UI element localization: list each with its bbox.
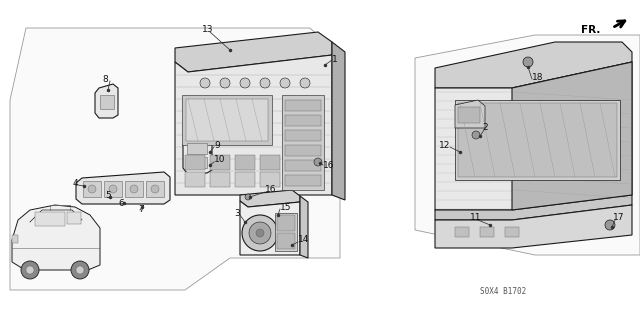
Circle shape bbox=[240, 78, 250, 88]
Circle shape bbox=[280, 78, 290, 88]
Circle shape bbox=[256, 229, 264, 237]
Bar bbox=[260, 172, 280, 187]
Polygon shape bbox=[415, 35, 640, 255]
Bar bbox=[282, 95, 324, 190]
Text: 16: 16 bbox=[323, 161, 335, 170]
Bar bbox=[455, 100, 620, 180]
Text: 11: 11 bbox=[470, 213, 481, 222]
Text: 3: 3 bbox=[234, 209, 240, 218]
Circle shape bbox=[200, 78, 210, 88]
Bar bbox=[35, 212, 65, 226]
Text: FR.: FR. bbox=[580, 25, 600, 35]
Text: 8: 8 bbox=[102, 75, 108, 84]
Circle shape bbox=[220, 78, 230, 88]
Polygon shape bbox=[435, 205, 632, 248]
Bar bbox=[83, 181, 101, 197]
Bar bbox=[480, 227, 494, 237]
Bar bbox=[210, 155, 230, 170]
Circle shape bbox=[21, 261, 39, 279]
Text: 18: 18 bbox=[532, 73, 543, 82]
Text: 9: 9 bbox=[214, 140, 220, 149]
Text: 1: 1 bbox=[332, 55, 338, 65]
Polygon shape bbox=[10, 28, 340, 290]
Text: 7: 7 bbox=[138, 205, 144, 214]
Text: 13: 13 bbox=[202, 26, 214, 35]
Polygon shape bbox=[435, 42, 632, 88]
Polygon shape bbox=[240, 190, 300, 207]
Circle shape bbox=[605, 220, 615, 230]
Polygon shape bbox=[76, 172, 170, 204]
Bar bbox=[275, 213, 297, 251]
Bar bbox=[235, 155, 255, 170]
Bar bbox=[187, 157, 207, 168]
Bar bbox=[12, 235, 18, 243]
Bar bbox=[285, 175, 321, 186]
Polygon shape bbox=[95, 84, 118, 118]
Circle shape bbox=[26, 266, 34, 274]
Polygon shape bbox=[175, 32, 332, 72]
Bar bbox=[210, 172, 230, 187]
Bar bbox=[104, 181, 122, 197]
Polygon shape bbox=[332, 42, 345, 200]
Circle shape bbox=[260, 78, 270, 88]
Circle shape bbox=[472, 131, 480, 139]
Bar bbox=[277, 233, 295, 249]
Bar bbox=[125, 181, 143, 197]
Polygon shape bbox=[240, 201, 300, 255]
Text: 17: 17 bbox=[613, 213, 625, 222]
Bar bbox=[186, 99, 268, 141]
Bar bbox=[285, 160, 321, 171]
Polygon shape bbox=[12, 205, 100, 270]
Circle shape bbox=[76, 266, 84, 274]
Bar bbox=[277, 215, 295, 231]
Circle shape bbox=[249, 222, 271, 244]
Bar bbox=[285, 145, 321, 156]
Text: 14: 14 bbox=[298, 236, 309, 244]
Bar bbox=[285, 130, 321, 141]
Text: 16: 16 bbox=[265, 186, 276, 195]
Text: 15: 15 bbox=[280, 203, 291, 212]
Bar bbox=[285, 100, 321, 111]
Polygon shape bbox=[300, 196, 308, 258]
Circle shape bbox=[109, 185, 117, 193]
Bar bbox=[185, 155, 205, 170]
Bar bbox=[187, 143, 207, 154]
Bar bbox=[505, 227, 519, 237]
Text: S0X4 B1702: S0X4 B1702 bbox=[480, 287, 526, 297]
Polygon shape bbox=[183, 136, 212, 173]
Bar bbox=[285, 115, 321, 126]
Circle shape bbox=[523, 57, 533, 67]
Circle shape bbox=[242, 215, 278, 251]
Bar bbox=[458, 103, 617, 177]
Bar bbox=[260, 155, 280, 170]
Circle shape bbox=[71, 261, 89, 279]
Bar bbox=[458, 107, 480, 123]
Text: 2: 2 bbox=[482, 124, 488, 132]
Text: 6: 6 bbox=[118, 198, 124, 207]
Circle shape bbox=[314, 158, 322, 166]
Circle shape bbox=[130, 185, 138, 193]
Bar bbox=[455, 227, 469, 237]
Bar bbox=[235, 172, 255, 187]
Polygon shape bbox=[435, 62, 632, 210]
Text: 10: 10 bbox=[214, 156, 225, 164]
Circle shape bbox=[88, 185, 96, 193]
Bar bbox=[100, 95, 114, 109]
Text: 4: 4 bbox=[72, 179, 78, 188]
Text: 12: 12 bbox=[438, 140, 450, 149]
Polygon shape bbox=[435, 195, 632, 220]
Polygon shape bbox=[512, 62, 632, 210]
Circle shape bbox=[245, 194, 251, 200]
Polygon shape bbox=[175, 55, 332, 195]
Bar bbox=[182, 95, 272, 145]
Bar bbox=[146, 181, 164, 197]
Polygon shape bbox=[455, 100, 485, 128]
Bar bbox=[185, 172, 205, 187]
Text: 5: 5 bbox=[105, 190, 111, 199]
Circle shape bbox=[300, 78, 310, 88]
Circle shape bbox=[151, 185, 159, 193]
Bar bbox=[67, 212, 81, 224]
